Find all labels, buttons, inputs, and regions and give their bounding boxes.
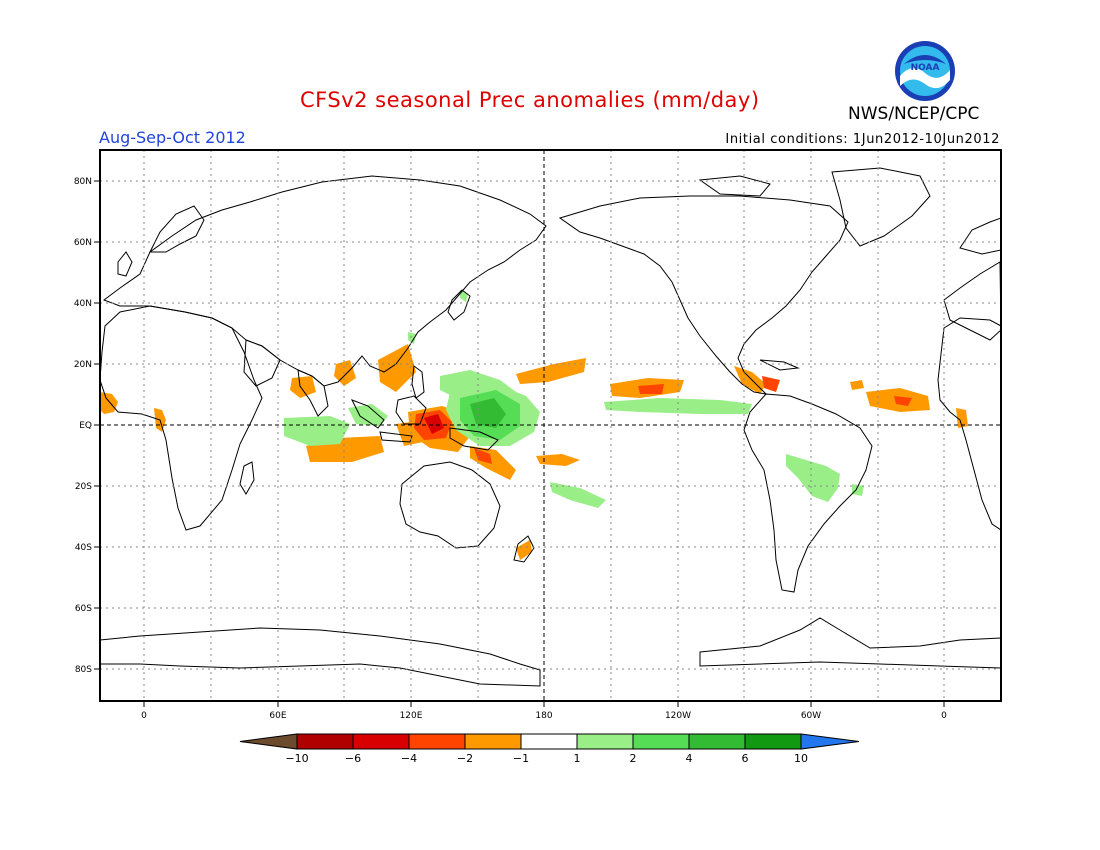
colorbar: −10 −6 −4 −2 −1 1 2 4 6 10 (239, 733, 860, 765)
lon-label-60w: 60W (801, 711, 821, 721)
axis-ticks (94, 180, 945, 707)
colorbar-arrow-right (800, 733, 860, 750)
lon-label-180: 180 (535, 711, 552, 721)
coastline-arabia (243, 339, 281, 387)
colorbar-box (296, 733, 354, 750)
coastline-australia (399, 461, 501, 549)
colorbar-label: −6 (345, 752, 361, 765)
dry-patch-atlantic-north (850, 380, 864, 390)
colorbar-label: −2 (457, 752, 473, 765)
lat-label-80s: 80S (75, 665, 92, 675)
lat-label-80n: 80N (74, 177, 92, 187)
noaa-logo: NOAA (895, 41, 955, 101)
coastline-java (379, 431, 413, 443)
coastline-sumatra (350, 399, 385, 429)
dry-patch-new-zealand (516, 540, 532, 560)
coastline-borneo (395, 395, 427, 425)
coastline-japan (447, 289, 471, 321)
initial-conditions: Initial conditions: 1Jun2012-10Jun2012 (725, 132, 1000, 147)
lat-lon-grid (100, 150, 1001, 701)
lat-label-40n: 40N (74, 299, 92, 309)
coastline-north-america (558, 195, 849, 395)
coastline-scandinavia-east-edge (959, 217, 1001, 255)
coastline-south-america (743, 393, 873, 593)
wet-patch-west-pacific-core (470, 398, 506, 428)
coastline-scandinavia (149, 205, 205, 253)
lat-label-20s: 20S (75, 482, 92, 492)
coastline-eurasia (102, 175, 547, 387)
wet-patch-amazon (786, 454, 840, 502)
wet-patch-spcz (550, 482, 606, 508)
lon-label-0-east: 0 (941, 711, 947, 721)
anomaly-patches (100, 290, 968, 560)
colorbar-label: 1 (574, 752, 581, 765)
colorbar-box (632, 733, 690, 750)
dry-patch-tropical-atlantic-core (894, 396, 912, 406)
dry-patch-arabian-sea (290, 376, 316, 398)
wet-patch-west-indian-ocean (284, 416, 350, 446)
wet-patch-brazil-east (852, 484, 864, 496)
colorbar-arrow-left (239, 733, 298, 750)
coastline-uk (117, 251, 133, 277)
colorbar-box (688, 733, 746, 750)
lat-label-60n: 60N (74, 238, 92, 248)
colorbar-label: 10 (794, 752, 808, 765)
dry-patch-maritime-max (424, 414, 444, 434)
coastline-europe-east-edge (943, 261, 1001, 341)
dry-patch-east-pacific-core (638, 384, 664, 394)
dry-patch-south-china-sea (378, 344, 416, 392)
latitude-labels: 80N 60N 40N 20N EQ 20S 40S 60S 80S (74, 177, 92, 675)
reference-lines (100, 150, 1001, 701)
svg-text:NOAA: NOAA (911, 63, 940, 73)
wet-patch-philippines-north (408, 332, 416, 344)
longitude-labels: 0 60E 120E 180 120W 60W 0 (141, 711, 947, 721)
dry-patch-north-pacific (516, 358, 586, 384)
dry-patch-central-america (734, 366, 766, 394)
coastline-new-zealand (513, 535, 535, 563)
lat-label-60s: 60S (75, 604, 92, 614)
dry-patch-west-africa-coast (100, 392, 118, 414)
agency-label: NWS/NCEP/CPC (848, 104, 980, 124)
wet-patch-east-indian-ocean (348, 404, 388, 426)
lon-label-120e: 120E (400, 711, 423, 721)
coastline-arctic-islands (698, 175, 771, 197)
coastline-africa (100, 305, 263, 531)
wet-patch-itcz (604, 398, 752, 414)
dry-patch-south-pacific (536, 454, 580, 466)
colorbar-box (464, 733, 522, 750)
lat-label-20n: 20N (74, 360, 92, 370)
map-title: CFSv2 seasonal Prec anomalies (mm/day) (300, 88, 760, 112)
colorbar-box (520, 733, 578, 750)
coastline-madagascar (239, 461, 255, 495)
coastline-cuba (759, 359, 800, 371)
coastline-philippines (411, 365, 425, 399)
colorbar-label: −4 (401, 752, 417, 765)
colorbar-label: 4 (686, 752, 693, 765)
coastline-africa-east-edge (937, 317, 1001, 531)
colorbar-label: 2 (630, 752, 637, 765)
lon-label-60e: 60E (269, 711, 286, 721)
colorbar-box (408, 733, 466, 750)
colorbar-box (352, 733, 410, 750)
colorbar-box (576, 733, 634, 750)
coastline-new-guinea (449, 427, 499, 451)
lat-label-40s: 40S (75, 543, 92, 553)
dry-patch-bay-bengal (334, 360, 356, 386)
dry-patch-guinea-east (956, 408, 968, 428)
colorbar-label: −1 (513, 752, 529, 765)
coastline-greenland (831, 167, 931, 247)
lon-label-120w: 120W (665, 711, 691, 721)
lon-label-0-west: 0 (141, 711, 147, 721)
forecast-period: Aug-Sep-Oct 2012 (99, 128, 246, 147)
lat-label-eq: EQ (79, 421, 92, 431)
colorbar-box (744, 733, 802, 750)
coastline-antarctica (100, 617, 1001, 687)
colorbar-label: 6 (742, 752, 749, 765)
coastline-india (297, 369, 329, 417)
colorbar-label: −10 (285, 752, 308, 765)
dry-patch-caribbean (762, 376, 780, 392)
coastlines (100, 167, 1001, 687)
